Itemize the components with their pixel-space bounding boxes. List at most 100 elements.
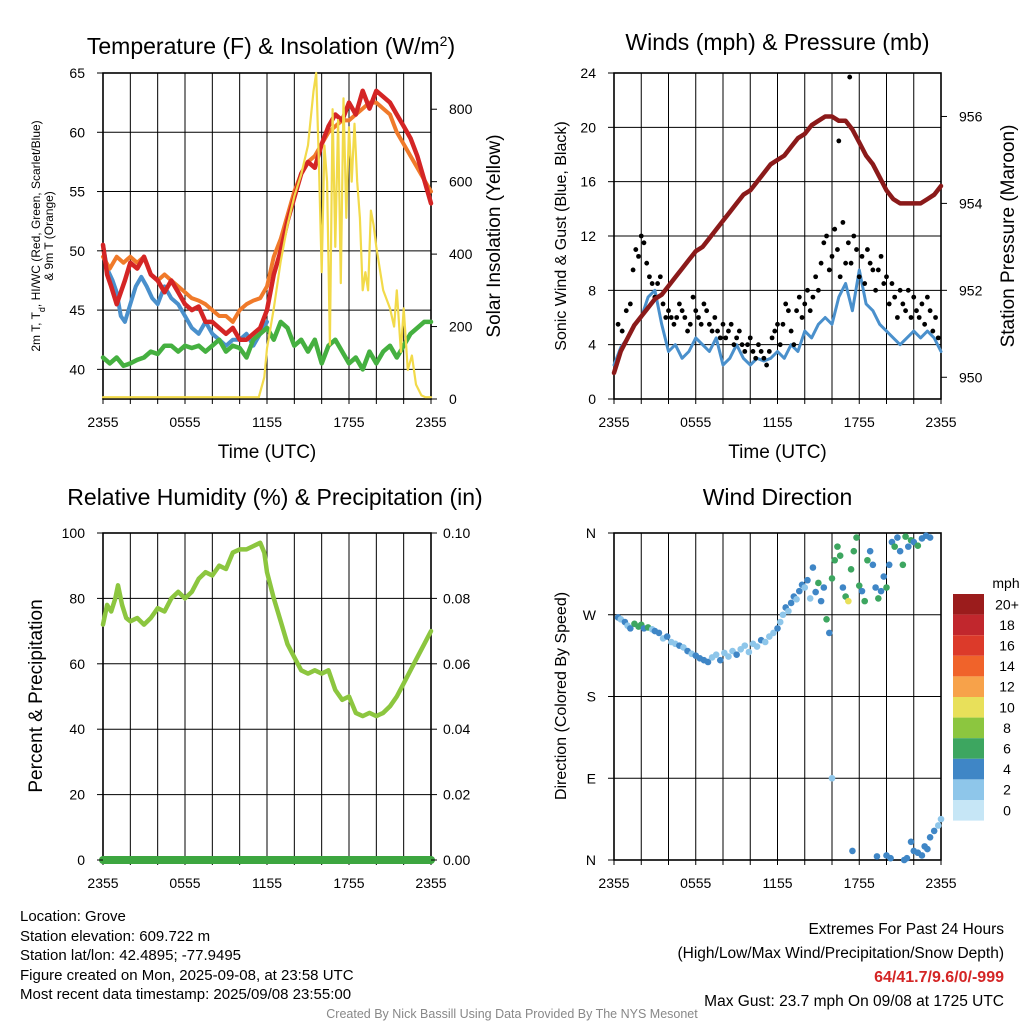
- gust-point: [805, 287, 810, 293]
- direction-point: [776, 618, 784, 626]
- direction-point: [815, 579, 822, 587]
- y-axis-label-part: , HI/WC (Red, Green, Scarlet/Blue): [29, 120, 43, 307]
- series-line-4: [100, 319, 434, 372]
- colorbar-swatch: [953, 717, 984, 739]
- direction-point: [864, 556, 871, 564]
- x-tick-label: 1155: [762, 875, 792, 891]
- gust-point: [769, 335, 775, 341]
- gust-point: [791, 342, 797, 348]
- gust-point: [802, 301, 808, 307]
- credit-line: Created By Nick Bassill Using Data Provi…: [326, 1007, 698, 1021]
- chart-title-main: Temperature (F) & Insolation (W/m: [87, 33, 440, 59]
- x-tick-label: 2355: [415, 414, 446, 430]
- gust-point: [807, 308, 813, 314]
- y-axis-label: Sonic Wind & Gust (Blue, Black): [553, 121, 570, 350]
- direction-point: [880, 573, 888, 580]
- direction-point: [812, 588, 819, 596]
- direction-point: [825, 629, 833, 637]
- x-tick-label: 2355: [925, 414, 956, 430]
- gust-point: [734, 335, 740, 341]
- gust-point: [829, 253, 835, 259]
- chart-title-superscript: 2: [440, 33, 448, 49]
- gust-point: [717, 335, 723, 341]
- colorbar-label: 2: [1003, 782, 1011, 798]
- gust-point: [772, 328, 778, 334]
- gust-point: [619, 328, 625, 334]
- gust-point: [663, 315, 669, 320]
- series-line-1: [101, 242, 269, 348]
- colorbar-label: 0: [1003, 802, 1011, 818]
- gust-point: [903, 308, 908, 314]
- x-tick-label: 2355: [925, 875, 956, 891]
- gust-point: [657, 274, 663, 280]
- gust-point: [687, 321, 693, 327]
- x-tick-label: 0555: [680, 414, 711, 430]
- wind-speed-line: [612, 268, 943, 367]
- y2-tick-label: 950: [959, 369, 983, 385]
- y2-tick-label: 800: [449, 101, 473, 117]
- direction-point: [926, 534, 934, 541]
- gust-point: [895, 315, 900, 320]
- colorbar-swatch: [953, 738, 984, 759]
- y-tick-label: 60: [69, 656, 85, 672]
- x-tick-label: 1155: [252, 875, 282, 891]
- gust-point: [761, 355, 767, 361]
- y2-tick-label: 0.04: [443, 721, 470, 737]
- direction-point: [823, 615, 830, 623]
- colorbar-swatch: [953, 676, 984, 697]
- gust-point: [845, 240, 851, 246]
- direction-point: [849, 847, 856, 855]
- gust-point: [930, 328, 936, 334]
- direction-point: [902, 533, 909, 540]
- speed-colorbar: mph 20+ 18 16 14 12 10 8 6 4 2 0: [953, 575, 1020, 821]
- gust-point: [777, 342, 783, 348]
- y-axis-label-subscript: d: [37, 307, 47, 312]
- gust-point: [682, 315, 688, 320]
- direction-point: [712, 651, 720, 659]
- direction-point: [934, 822, 942, 829]
- gust-point: [627, 301, 633, 307]
- direction-point: [924, 845, 931, 853]
- y-tick-label: 80: [69, 590, 85, 606]
- gust-point: [630, 267, 636, 273]
- y-axis-label-group: Direction (Colored By Speed): [553, 592, 570, 800]
- y-tick-label: 0: [77, 852, 85, 868]
- y-tick-label: 12: [580, 228, 596, 244]
- gust-point: [859, 253, 865, 259]
- direction-point: [804, 576, 811, 584]
- x-tick-label: 2355: [415, 875, 446, 891]
- x-tick-label: 1755: [844, 414, 875, 430]
- x-tick-label: 2355: [598, 414, 629, 430]
- y-tick-label: 65: [69, 65, 85, 81]
- gust-point: [856, 274, 862, 280]
- gust-point: [709, 328, 715, 334]
- gust-point: [813, 274, 819, 280]
- gust-point: [679, 308, 685, 314]
- gust-point: [696, 315, 701, 320]
- gust-point: [788, 328, 794, 334]
- direction-point: [850, 547, 858, 555]
- direction-point: [809, 564, 817, 571]
- gust-point: [623, 308, 629, 314]
- y2-tick-label: 0.10: [443, 525, 470, 541]
- direction-point: [900, 856, 908, 864]
- gust-point: [843, 260, 849, 266]
- y2-tick-label: 954: [959, 195, 983, 211]
- y-axis-label-group: Percent & Precipitation: [26, 599, 47, 792]
- direction-point: [926, 833, 934, 841]
- humidity-line: [100, 540, 434, 719]
- direction-point: [899, 561, 907, 569]
- y-axis-label: Percent & Precipitation: [26, 599, 47, 792]
- y-axis-label-group: Sonic Wind & Gust (Blue, Black): [553, 121, 570, 350]
- gust-point: [758, 349, 764, 354]
- colorbar-swatch: [953, 758, 984, 780]
- y-tick-label: 40: [69, 721, 85, 737]
- gust-point: [731, 342, 737, 348]
- gust-point: [884, 274, 889, 280]
- plot-frame: [102, 72, 432, 400]
- gust-point: [764, 362, 769, 368]
- gust-point: [919, 301, 925, 307]
- direction-point: [753, 643, 761, 650]
